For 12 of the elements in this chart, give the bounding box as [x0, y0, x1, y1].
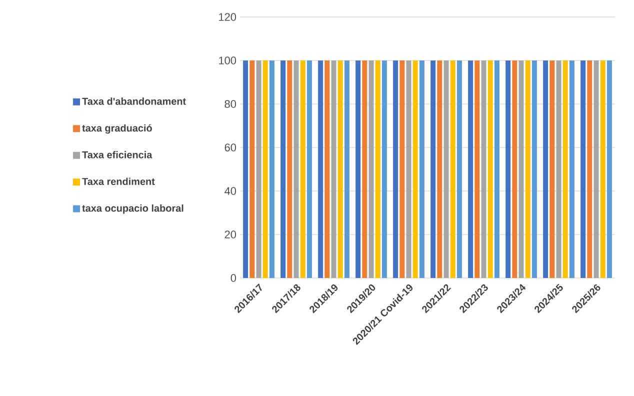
y-tick-label: 40: [224, 187, 236, 195]
legend-label: Taxa rendiment: [82, 178, 155, 186]
y-tick-label: 100: [219, 56, 236, 64]
y-tick-label: 80: [224, 100, 236, 108]
legend-label: Taxa d'abandonament: [82, 98, 186, 105]
legend-label: taxa graduació: [82, 124, 152, 134]
legend-label: taxa ocupacio laboral: [82, 204, 184, 214]
y-tick-label: 0: [230, 274, 236, 282]
legend-label: Taxa eficiencia: [82, 151, 152, 158]
y-tick-label: 20: [224, 230, 236, 238]
y-tick-label: 120: [219, 13, 236, 21]
y-tick-label: 60: [224, 144, 236, 152]
